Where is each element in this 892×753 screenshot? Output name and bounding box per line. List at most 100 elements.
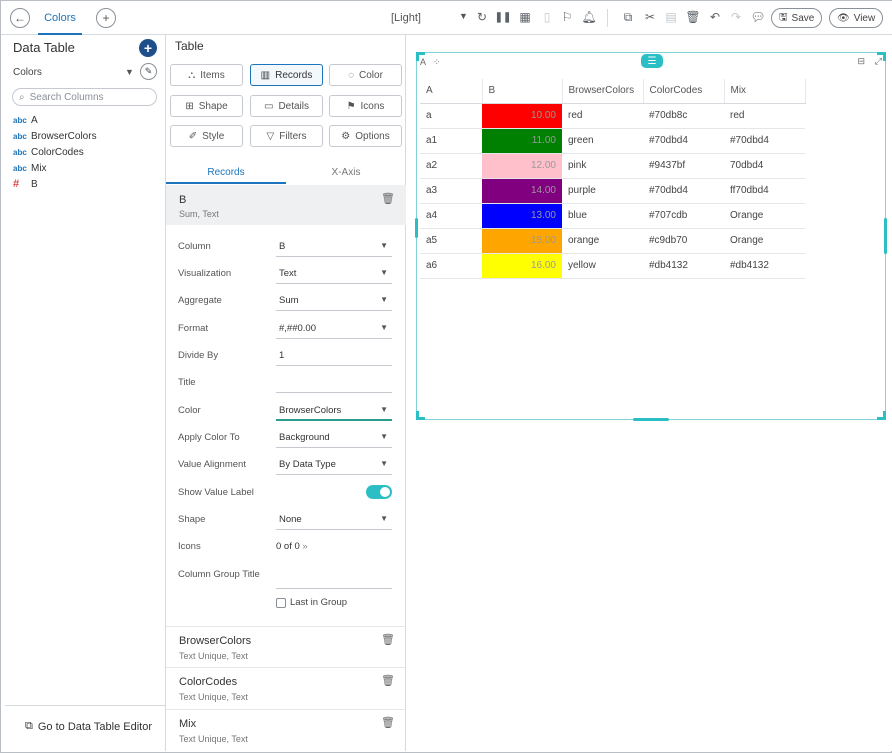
color-button[interactable]: ◌ Color [329, 64, 402, 86]
shape-button[interactable]: ⊞ Shape [170, 95, 243, 117]
filters-button[interactable]: ▽ Filters [250, 125, 323, 147]
field-item-colorcodes[interactable]: ColorCodes Text Unique, Text 🗑︎ [166, 667, 406, 707]
visual-menu-icon[interactable]: ☰ [641, 54, 663, 68]
tab-x-axis[interactable]: X-Axis [331, 166, 361, 178]
export-icon[interactable]: ⊟ [857, 56, 865, 66]
column-header[interactable]: A [420, 79, 483, 104]
maximize-icon[interactable]: ⤢ [874, 56, 882, 66]
save-label: Save [791, 12, 815, 24]
column-header[interactable]: ColorCodes [643, 79, 725, 104]
column-item[interactable]: abc ColorCodes [13, 144, 97, 160]
table-visual[interactable]: ☰ A ⁘ ⊟ ⤢ A B BrowserColors ColorCodes M… [415, 52, 887, 421]
resize-corner-handle[interactable] [416, 52, 425, 61]
comment-icon[interactable]: 💬︎ [750, 10, 766, 24]
divide-by-input[interactable]: 1 [276, 346, 392, 366]
search-placeholder: Search Columns [29, 91, 104, 103]
resize-right-handle[interactable] [884, 218, 887, 254]
trash-icon[interactable]: 🗑︎ [381, 675, 395, 687]
refresh-icon[interactable]: ↻ [476, 10, 488, 24]
trash-icon[interactable]: 🗑︎ [381, 193, 395, 205]
add-tab-icon[interactable]: + [96, 8, 116, 28]
column-value: B [279, 241, 286, 252]
back-arrow-icon[interactable]: ← [10, 8, 30, 28]
resize-corner-handle[interactable] [877, 52, 886, 61]
color-label: Color [359, 69, 383, 81]
column-item[interactable]: abc A [13, 112, 97, 128]
cut-icon[interactable]: ✂ [644, 10, 656, 24]
options-button[interactable]: ⚙ Options [329, 125, 402, 147]
field-summary: Sum, Text [179, 209, 219, 219]
visualization-select[interactable]: Text ▼ [276, 264, 392, 284]
view-button[interactable]: 👁︎ View [829, 8, 884, 28]
resize-corner-handle[interactable] [416, 411, 425, 420]
table-row[interactable]: a1 11.00 green #70dbd4 #70dbd4 [420, 128, 805, 154]
delete-icon[interactable]: 🗑︎ [685, 10, 701, 24]
details-button[interactable]: ▭ Details [250, 95, 323, 117]
column-item[interactable]: abc BrowserColors [13, 128, 97, 144]
column-item[interactable]: # B [13, 176, 97, 192]
color-select[interactable]: BrowserColors ▼ [276, 401, 392, 421]
undo-icon[interactable]: ↶ [709, 10, 721, 24]
aggregate-select[interactable]: Sum ▼ [276, 291, 392, 311]
table-row[interactable]: a6 16.00 yellow #db4132 #db4132 [420, 253, 805, 279]
icons-count[interactable]: 0 of 0 » [276, 541, 308, 552]
text-mode-icon[interactable]: A [420, 57, 427, 67]
column-header[interactable]: B [482, 79, 563, 104]
tab-colors[interactable]: Colors [36, 1, 84, 35]
resize-corner-handle[interactable] [877, 411, 886, 420]
data-table-select[interactable]: Colors [13, 67, 42, 78]
records-button[interactable]: ▥ Records [250, 64, 323, 86]
column-select[interactable]: B ▼ [276, 237, 392, 257]
chevron-down-icon: ▼ [380, 268, 388, 277]
go-to-data-table-editor-link[interactable]: ⧉ Go to Data Table Editor [25, 720, 152, 733]
apply-color-to-select[interactable]: Background ▼ [276, 428, 392, 448]
edit-pencil-icon[interactable]: ✎ [140, 63, 157, 80]
format-select[interactable]: #,##0.00 ▼ [276, 319, 392, 339]
table-row[interactable]: a3 14.00 purple #70dbd4 ff70dbd4 [420, 178, 805, 204]
chevron-down-icon[interactable]: ▼ [125, 67, 134, 77]
save-button[interactable]: 🖫 Save [771, 8, 823, 28]
title-input[interactable] [276, 373, 392, 393]
selected-field-b[interactable]: B Sum, Text 🗑︎ [166, 185, 406, 225]
add-data-table-button[interactable]: + [139, 39, 157, 57]
theme-caret-icon[interactable]: ▼ [459, 11, 468, 21]
icons-button[interactable]: ⚑ Icons [329, 95, 402, 117]
bookmark-icon[interactable]: ⚐ [561, 10, 573, 24]
resize-left-handle[interactable] [415, 218, 418, 238]
chevron-down-icon: ▼ [380, 405, 388, 414]
field-item-browsercolors[interactable]: BrowserColors Text Unique, Text 🗑︎ [166, 626, 406, 666]
snapshot-icon[interactable]: ▦ [519, 10, 531, 24]
search-columns-input[interactable]: ⌕ Search Columns [12, 88, 157, 106]
bell-icon[interactable]: 🔔︎ [581, 10, 597, 24]
pdf-icon[interactable]: ▯ [543, 10, 551, 24]
table-row[interactable]: a2 12.00 pink #9437bf 70dbd4 [420, 153, 805, 179]
paste-icon[interactable]: ▤ [665, 10, 677, 24]
table-row[interactable]: a 10.00 red #70db8c red [420, 103, 805, 129]
resize-bottom-handle[interactable] [633, 418, 669, 421]
column-group-title-input[interactable] [276, 569, 392, 589]
column-item[interactable]: abc Mix [13, 160, 97, 176]
column-header[interactable]: Mix [724, 79, 806, 104]
column-name: B [31, 178, 38, 190]
table-row[interactable]: a4 13.00 blue #707cdb Orange [420, 203, 805, 229]
trash-icon[interactable]: 🗑︎ [381, 634, 395, 646]
tab-records[interactable]: Records [166, 160, 286, 184]
style-button[interactable]: ✐ Style [170, 125, 243, 147]
cell-a: a1 [420, 128, 482, 154]
duplicate-icon[interactable]: ⧉ [623, 9, 633, 24]
show-value-label-toggle[interactable] [366, 485, 392, 499]
pause-icon[interactable]: ❚❚ [494, 11, 512, 23]
trash-icon[interactable]: 🗑︎ [381, 717, 395, 729]
theme-select[interactable]: [Light] [391, 12, 421, 24]
setting-label: Divide By [178, 350, 219, 361]
shape-select[interactable]: None ▼ [276, 510, 392, 530]
table-row[interactable]: a5 15.00 orange #c9db70 Orange [420, 228, 805, 254]
value-alignment-select[interactable]: By Data Type ▼ [276, 455, 392, 475]
items-button[interactable]: ⛬ Items [170, 64, 243, 86]
column-header[interactable]: BrowserColors [562, 79, 644, 104]
field-item-mix[interactable]: Mix Text Unique, Text 🗑︎ [166, 709, 406, 749]
redo-icon[interactable]: ↷ [730, 10, 742, 24]
divider [5, 705, 166, 706]
scatter-icon[interactable]: ⁘ [433, 57, 441, 67]
last-in-group-checkbox[interactable] [276, 598, 286, 608]
